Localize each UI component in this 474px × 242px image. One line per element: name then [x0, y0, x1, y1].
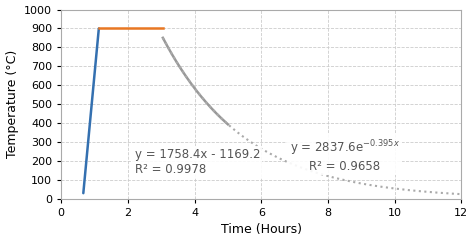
- Text: y = 1758.4x - 1169.2
R² = 0.9978: y = 1758.4x - 1169.2 R² = 0.9978: [135, 148, 260, 176]
- X-axis label: Time (Hours): Time (Hours): [221, 223, 302, 236]
- Y-axis label: Temperature (°C): Temperature (°C): [6, 50, 18, 158]
- Text: y = 2837.6e$^{-0.395x}$
R² = 0.9658: y = 2837.6e$^{-0.395x}$ R² = 0.9658: [290, 138, 400, 173]
